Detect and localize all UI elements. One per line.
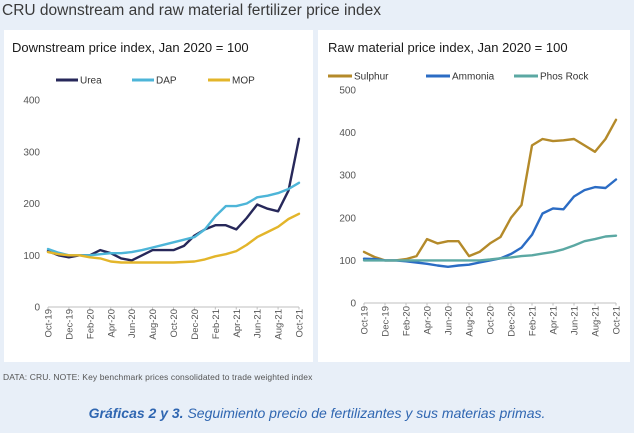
y-tick-label: 200 — [339, 213, 356, 224]
x-tick-label: Jun-21 — [570, 306, 581, 335]
chart-title: Raw material price index, Jan 2020 = 100 — [328, 40, 568, 55]
figure-caption: Gráficas 2 y 3. Seguimiento precio de fe… — [0, 405, 634, 421]
series-line-sulphur — [362, 118, 618, 262]
legend-label-dap: DAP — [156, 76, 177, 87]
series-line-phos-rock — [362, 234, 618, 262]
y-tick-label: 400 — [23, 96, 40, 107]
x-tick-label: Oct-20 — [169, 309, 180, 338]
x-tick-label: Oct-20 — [486, 306, 497, 335]
y-tick-label: 300 — [23, 147, 40, 158]
x-tick-label: Apr-20 — [106, 309, 117, 338]
y-tick-label: 0 — [350, 299, 356, 310]
raw-material-chart-panel: Raw material price index, Jan 2020 = 100… — [318, 30, 630, 362]
series-line-dap — [46, 181, 301, 257]
x-tick-label: Aug-21 — [274, 309, 285, 340]
x-tick-label: Dec-19 — [381, 306, 392, 337]
x-tick-label: Feb-21 — [528, 306, 539, 336]
raw-material-chart: Raw material price index, Jan 2020 = 100… — [328, 40, 623, 337]
x-tick-label: Jun-20 — [127, 309, 138, 338]
y-tick-label: 0 — [34, 303, 40, 314]
y-tick-label: 100 — [339, 256, 356, 267]
y-tick-label: 200 — [23, 199, 40, 210]
downstream-chart: Downstream price index, Jan 2020 = 100 Ur… — [12, 40, 306, 340]
x-tick-label: Apr-21 — [549, 306, 560, 335]
figure-title: CRU downstream and raw material fertiliz… — [2, 2, 382, 19]
y-tick-label: 400 — [339, 128, 356, 139]
x-tick-label: Dec-19 — [64, 309, 75, 340]
x-tick-label: Aug-20 — [465, 306, 476, 337]
downstream-chart-panel: Downstream price index, Jan 2020 = 100 Ur… — [4, 30, 313, 362]
y-tick-label: 300 — [339, 171, 356, 182]
x-tick-label: Aug-21 — [591, 306, 602, 337]
x-tick-label: Apr-21 — [232, 309, 243, 338]
caption-label: Gráficas 2 y 3. — [88, 405, 184, 421]
x-tick-label: Dec-20 — [507, 306, 518, 337]
x-tick-label: Oct-19 — [360, 306, 371, 335]
x-tick-label: Oct-21 — [295, 309, 306, 338]
x-tick-label: Jun-20 — [444, 306, 455, 335]
y-tick-label: 500 — [339, 86, 356, 97]
legend-label-ammonia: Ammonia — [452, 72, 495, 83]
source-note: DATA: CRU. NOTE: Key benchmark prices co… — [3, 372, 313, 382]
x-tick-label: Apr-20 — [423, 306, 434, 335]
legend-label-mop: MOP — [232, 76, 255, 87]
series-line-mop — [46, 212, 301, 264]
x-tick-label: Oct-19 — [44, 309, 55, 338]
legend-label-urea: Urea — [80, 76, 102, 87]
x-tick-label: Feb-20 — [402, 306, 413, 336]
series-line-ammonia — [362, 178, 618, 269]
x-tick-label: Oct-21 — [612, 306, 623, 335]
x-tick-label: Feb-21 — [211, 309, 222, 339]
x-tick-label: Jun-21 — [253, 309, 264, 338]
x-tick-label: Feb-20 — [85, 309, 96, 339]
x-tick-label: Aug-20 — [148, 309, 159, 340]
x-tick-label: Dec-20 — [190, 309, 201, 340]
caption-text: Seguimiento precio de fertilizantes y su… — [183, 405, 546, 421]
legend-label-sulphur: Sulphur — [354, 72, 389, 83]
legend-label-phos-rock: Phos Rock — [540, 72, 589, 83]
y-tick-label: 100 — [23, 251, 40, 262]
chart-title: Downstream price index, Jan 2020 = 100 — [12, 40, 249, 55]
